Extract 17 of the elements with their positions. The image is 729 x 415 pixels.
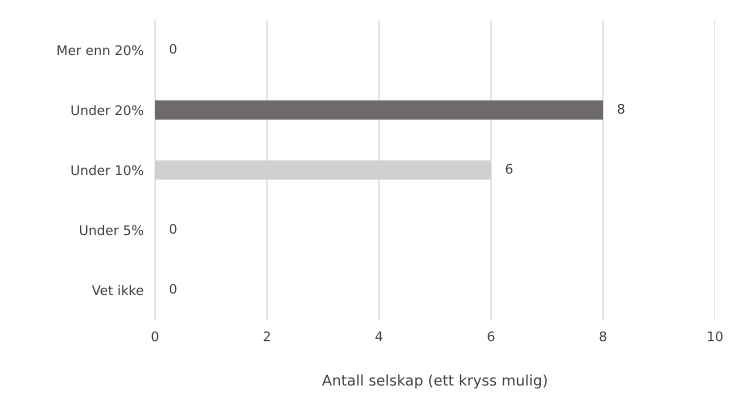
x-tick-label: 4	[375, 332, 382, 342]
x-tick-label: 0	[152, 331, 158, 342]
data-label: 0	[170, 44, 176, 54]
x-tick-label: 10	[708, 331, 723, 342]
x-axis-title: Antall selskap (ett kryss mulig)	[322, 374, 547, 389]
data-label: 6	[506, 164, 512, 174]
x-tick-label: 8	[600, 331, 606, 342]
y-tick-label: Mer enn 20%	[58, 45, 144, 56]
data-label: 0	[170, 224, 176, 234]
x-tick-label: 2	[264, 331, 270, 342]
y-tick-label: Under 5%	[80, 224, 144, 236]
y-tick-label: Vet ikke	[92, 284, 144, 296]
y-tick-label: Under 20%	[72, 104, 144, 116]
data-label: 0	[170, 284, 176, 294]
y-tick-label: Under 10%	[72, 164, 144, 176]
x-tick-label: 6	[488, 331, 494, 342]
data-label: 8	[618, 104, 624, 114]
